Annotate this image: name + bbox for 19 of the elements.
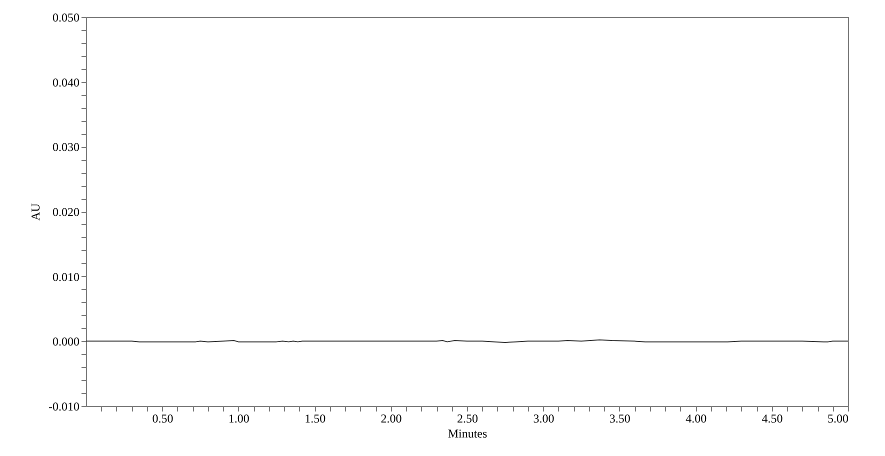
y-tick-label: 0.000: [52, 334, 80, 349]
x-tick-label: 2.00: [380, 412, 402, 426]
y-tick-label: 0.010: [52, 270, 80, 284]
x-tick-label: 2.50: [457, 412, 478, 426]
x-tick-label: 0.50: [152, 412, 174, 426]
x-tick-label: 5.00: [828, 412, 848, 426]
x-tick-label: 3.50: [609, 412, 630, 426]
x-tick-label: 4.00: [686, 412, 707, 426]
x-tick-label: 1.50: [304, 412, 326, 426]
y-tick-label: 0.030: [52, 140, 80, 154]
y-tick-label: -0.010: [48, 400, 80, 414]
y-tick-label: 0.040: [52, 75, 80, 90]
y-tick-label: 0.020: [52, 205, 80, 219]
y-tick-label: 0.050: [52, 10, 80, 24]
x-tick-label: 1.00: [228, 412, 250, 426]
y-axis-title: AU: [28, 203, 43, 221]
x-tick-label: 3.00: [533, 412, 554, 426]
x-tick-label: 4.50: [762, 412, 783, 426]
x-axis-title: Minutes: [448, 426, 488, 440]
